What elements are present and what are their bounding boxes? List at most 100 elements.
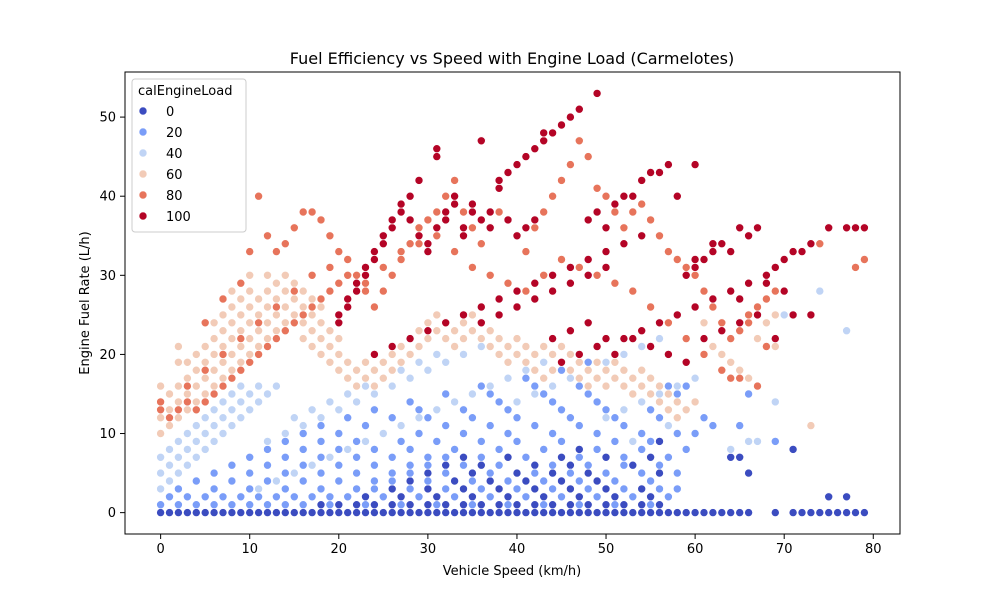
data-point — [183, 429, 192, 438]
data-point — [307, 207, 317, 217]
data-point — [200, 445, 210, 454]
data-point — [218, 508, 228, 517]
data-point — [307, 460, 317, 470]
data-point — [735, 365, 745, 375]
data-point — [494, 445, 504, 454]
data-point — [218, 413, 228, 423]
data-point — [476, 318, 486, 328]
data-point — [307, 492, 317, 502]
data-point — [280, 484, 290, 494]
data-point — [521, 342, 531, 351]
data-point — [610, 413, 620, 423]
data-point — [735, 318, 745, 328]
data-point — [441, 191, 451, 201]
legend-marker — [138, 106, 148, 116]
data-point — [370, 405, 379, 415]
data-point — [254, 397, 263, 407]
data-point — [370, 500, 379, 510]
data-point — [619, 381, 629, 391]
data-point — [601, 468, 611, 478]
data-point — [209, 468, 219, 478]
data-point — [574, 357, 584, 367]
data-point — [414, 405, 424, 415]
data-point — [619, 452, 629, 462]
data-point — [316, 334, 326, 343]
data-point — [476, 484, 486, 494]
data-point — [539, 508, 549, 517]
data-point — [209, 508, 219, 517]
data-point — [690, 160, 700, 169]
data-point — [343, 373, 353, 383]
data-point — [628, 492, 638, 502]
data-point — [592, 508, 602, 517]
data-point — [432, 207, 442, 217]
data-point — [726, 445, 736, 454]
data-point — [468, 476, 477, 486]
data-point — [209, 318, 219, 328]
data-point — [601, 508, 611, 517]
data-point — [387, 452, 397, 462]
data-point — [735, 373, 745, 383]
data-point — [779, 286, 789, 296]
data-point — [646, 452, 655, 462]
data-point — [459, 231, 468, 241]
data-point — [414, 326, 424, 336]
data-point — [441, 468, 451, 478]
data-point — [521, 223, 531, 233]
data-point — [530, 294, 540, 304]
data-point — [476, 452, 486, 462]
data-point — [503, 373, 513, 383]
data-point — [236, 278, 246, 288]
data-point — [664, 405, 673, 415]
data-point — [770, 508, 780, 517]
data-point — [539, 357, 549, 367]
data-point — [539, 270, 549, 280]
data-point — [717, 350, 727, 359]
data-point — [432, 144, 442, 153]
data-point — [824, 508, 834, 517]
data-point — [610, 500, 620, 510]
data-point — [530, 460, 540, 470]
data-point — [753, 223, 762, 233]
data-point — [423, 500, 433, 510]
x-tick-label: 70 — [776, 542, 793, 557]
data-point — [352, 468, 361, 478]
data-point — [218, 326, 228, 336]
data-point — [468, 468, 477, 478]
data-point — [370, 389, 379, 399]
data-point — [316, 437, 326, 446]
data-point — [601, 223, 611, 233]
data-point — [503, 500, 513, 510]
data-point — [664, 318, 673, 328]
data-point — [423, 318, 433, 328]
data-point — [806, 508, 816, 517]
data-point — [548, 381, 557, 391]
data-point — [405, 508, 415, 517]
data-point — [272, 310, 281, 320]
data-point — [619, 350, 629, 359]
data-point — [592, 270, 602, 280]
data-point — [441, 484, 451, 494]
data-point — [316, 215, 326, 225]
data-point — [468, 500, 477, 510]
data-point — [530, 421, 540, 430]
data-point — [619, 239, 629, 248]
data-point — [405, 350, 415, 359]
data-point — [619, 365, 629, 375]
data-point — [485, 468, 495, 478]
data-point — [316, 421, 326, 430]
data-point — [289, 310, 299, 320]
data-point — [165, 389, 174, 399]
data-point — [405, 373, 415, 383]
data-point — [298, 429, 308, 438]
data-point — [405, 445, 415, 454]
data-point — [583, 484, 593, 494]
data-point — [280, 452, 290, 462]
data-point — [548, 429, 557, 438]
data-point — [218, 492, 228, 502]
data-point — [762, 342, 771, 351]
data-point — [289, 508, 299, 517]
data-point — [334, 460, 344, 470]
legend-entry: 0 — [138, 105, 174, 120]
data-point — [387, 342, 397, 351]
